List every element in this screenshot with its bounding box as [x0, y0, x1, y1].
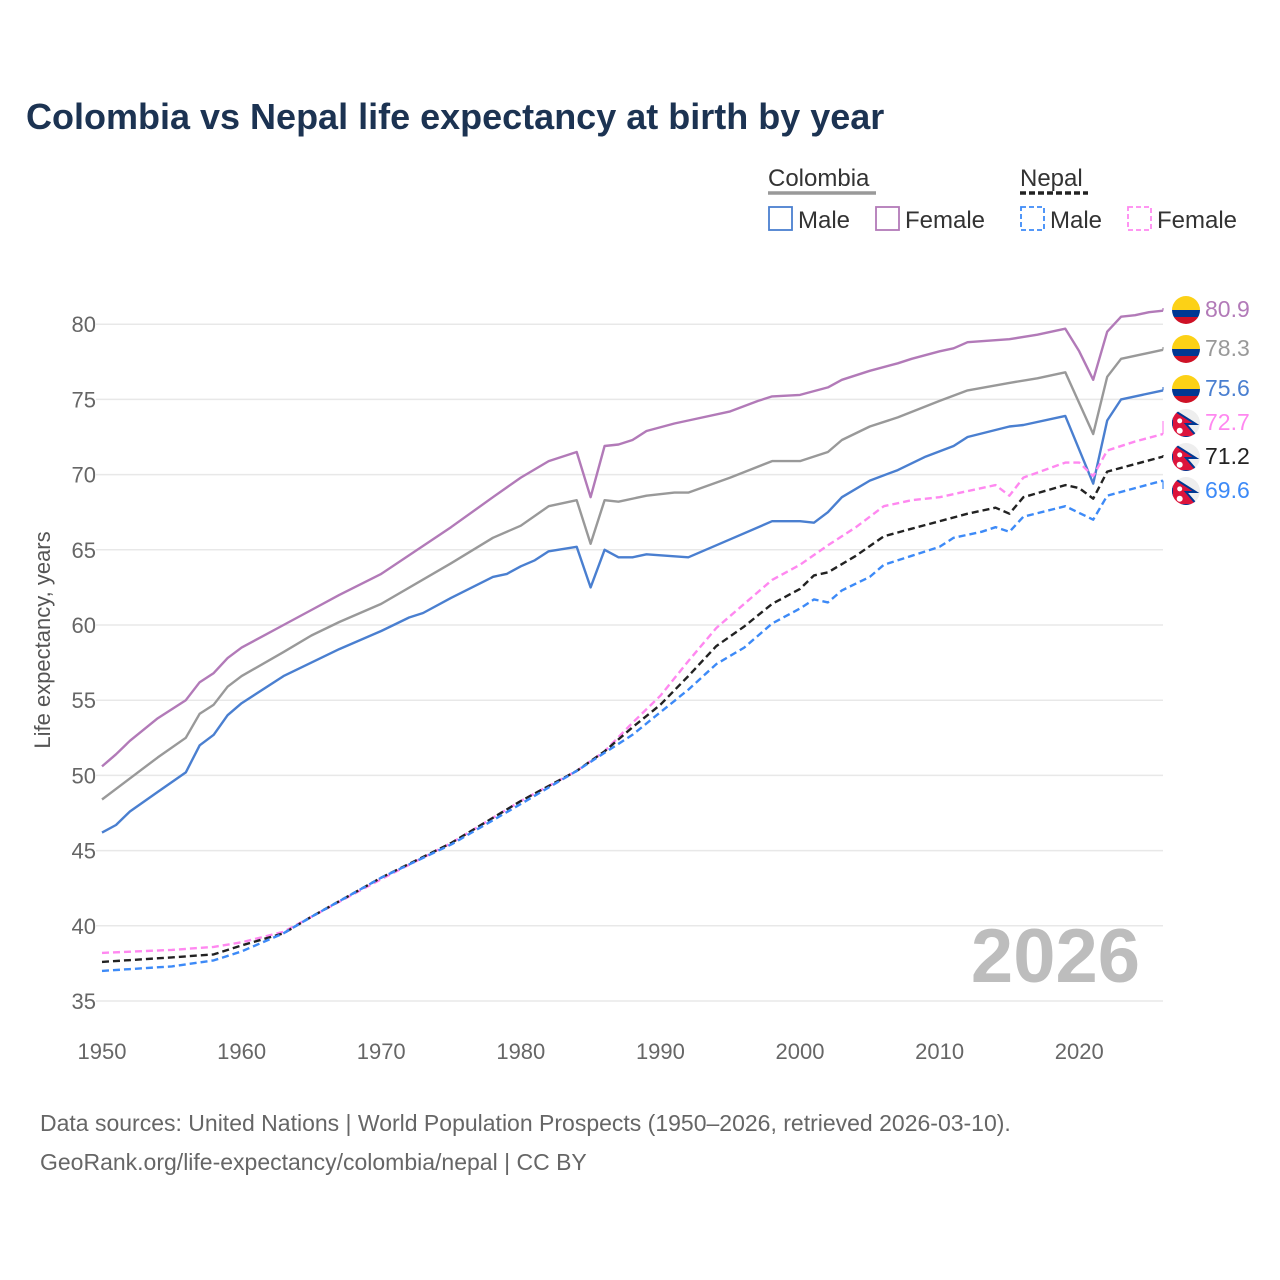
end-label-group: 69.6: [1172, 477, 1250, 505]
legend: Colombia Male Female Nepal Male Female: [768, 165, 1237, 234]
x-tick-label: 1990: [636, 1039, 685, 1064]
x-tick-label: 1980: [496, 1039, 545, 1064]
footer-sources: Data sources: United Nations | World Pop…: [40, 1110, 1011, 1136]
legend-item-label: Male: [1050, 207, 1102, 234]
legend-swatch: [875, 206, 900, 231]
end-label-group: 71.2: [1172, 443, 1250, 471]
y-tick-label: 60: [72, 613, 96, 638]
colombia-flag-icon: [1172, 335, 1200, 363]
end-label-group: 72.7: [1172, 409, 1250, 437]
end-value-label: 78.3: [1205, 335, 1250, 361]
footer-link[interactable]: GeoRank.org/life-expectancy/colombia/nep…: [40, 1149, 587, 1175]
end-labels: 80.9 78.3 75.6 72.7 71.2 69.6: [1162, 296, 1250, 505]
nepal-flag-icon: [1172, 477, 1200, 505]
nepal-flag-icon: [1172, 409, 1200, 437]
x-tick-label: 2000: [776, 1039, 825, 1064]
y-tick-label: 40: [72, 914, 96, 939]
legend-swatch: [768, 206, 793, 231]
legend-item-label: Female: [1157, 207, 1237, 234]
legend-item-label: Male: [798, 207, 850, 234]
y-tick-label: 65: [72, 538, 96, 563]
colombia-flag-icon: [1172, 296, 1200, 324]
end-value-label: 69.6: [1205, 477, 1250, 503]
series-line-nepal-male: [101, 479, 1164, 973]
year-watermark: 2026: [971, 914, 1140, 999]
y-axis-label: Life expectancy, years: [30, 531, 55, 748]
y-tick-label: 80: [72, 312, 96, 337]
series-line-nepal: [101, 455, 1164, 964]
nepal-flag-icon: [1172, 443, 1200, 471]
end-label-group: 75.6: [1172, 375, 1250, 403]
x-tick-label: 1950: [78, 1039, 127, 1064]
legend-group-nepal: Nepal: [1020, 165, 1083, 192]
end-value-label: 75.6: [1205, 375, 1250, 401]
legend-item-label: Female: [905, 207, 985, 234]
series-lines: [101, 309, 1164, 973]
y-tick-label: 75: [72, 387, 96, 412]
legend-group-colombia: Colombia: [768, 165, 870, 192]
y-tick-label: 55: [72, 688, 96, 713]
colombia-flag-icon: [1172, 375, 1200, 403]
end-value-label: 71.2: [1205, 443, 1250, 469]
end-value-label: 80.9: [1205, 296, 1250, 322]
y-tick-label: 35: [72, 989, 96, 1014]
end-label-group: 78.3: [1172, 335, 1250, 363]
end-label-group: 80.9: [1172, 296, 1250, 324]
y-axis-ticks: 35 40 45 50 55 60 65 70 75 80: [72, 312, 96, 1014]
chart-title: Colombia vs Nepal life expectancy at bir…: [26, 96, 884, 137]
gridlines: [96, 323, 1163, 1002]
legend-swatch: [1127, 206, 1152, 231]
y-tick-label: 50: [72, 763, 96, 788]
legend-swatch: [1020, 206, 1045, 231]
series-line-nepal-female: [101, 432, 1164, 955]
series-line-colombia-female: [101, 309, 1164, 768]
series-line-colombia-male: [101, 389, 1164, 834]
series-line-colombia: [101, 348, 1164, 801]
x-tick-label: 1970: [357, 1039, 406, 1064]
x-axis-ticks: 1950 1960 1970 1980 1990 2000 2010 2020: [78, 1039, 1104, 1064]
end-value-label: 72.7: [1205, 409, 1250, 435]
y-tick-label: 45: [72, 839, 96, 864]
x-tick-label: 2020: [1055, 1039, 1104, 1064]
x-tick-label: 1960: [217, 1039, 266, 1064]
x-tick-label: 2010: [915, 1039, 964, 1064]
y-tick-label: 70: [72, 463, 96, 488]
